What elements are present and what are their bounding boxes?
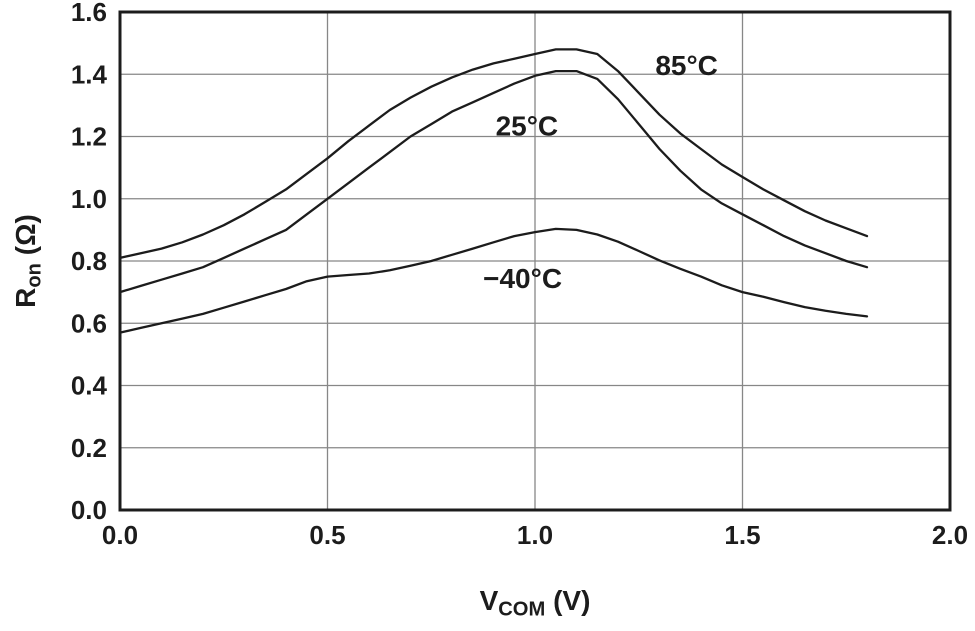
x-axis-unit: (V) [553,585,591,616]
y-axis-unit: (Ω) [10,214,41,256]
x-tick-label: 2.0 [932,520,968,550]
y-axis-subscript: on [23,263,46,288]
y-axis-symbol: R [10,287,41,308]
grid [120,12,950,510]
y-tick-label: 0.8 [71,246,107,276]
y-tick-label: 0.4 [71,371,108,401]
y-axis-title: Ron (Ω) [10,214,46,308]
x-tick-label: 1.0 [517,520,553,550]
x-tick-label: 0.0 [102,520,138,550]
curve-label: −40°C [483,263,562,294]
curves [118,48,869,334]
y-tick-label: 0.6 [71,308,107,338]
y-tick-label: 1.6 [71,0,107,27]
y-tick-labels: 0.0 0.2 0.4 0.6 0.8 1.0 1.2 1.4 1.6 [71,0,108,525]
curve-label: 25°C [496,111,559,142]
curve-series-2 [118,227,869,334]
y-tick-label: 0.0 [71,495,107,525]
x-axis-title: VCOM (V) [479,585,591,620]
y-tick-label: 1.0 [71,184,107,214]
x-tick-label: 1.5 [724,520,760,550]
curve-series-0 [118,48,869,260]
curve-labels: 85°C 25°C −40°C [483,50,718,294]
curve-series-1 [118,69,869,294]
y-tick-label: 1.4 [71,59,108,89]
y-tick-label: 1.2 [71,122,107,152]
x-tick-labels: 0.0 0.5 1.0 1.5 2.0 [102,520,968,550]
x-axis-symbol: V [479,585,499,616]
plot-frame [118,10,952,512]
y-tick-label: 0.2 [71,433,107,463]
x-tick-label: 0.5 [309,520,345,550]
x-axis-subscript: COM [498,598,546,621]
curve-label: 85°C [655,50,718,81]
